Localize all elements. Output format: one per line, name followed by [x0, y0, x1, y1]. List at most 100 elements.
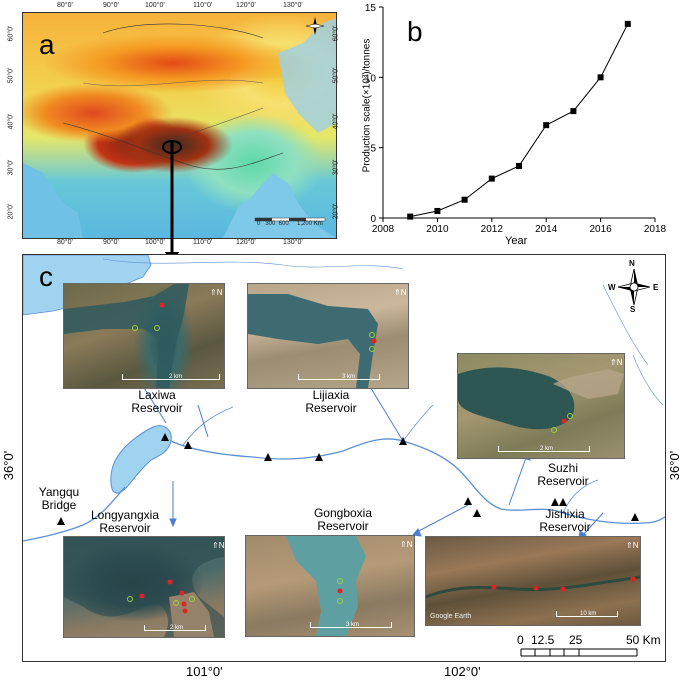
label-lijiaxia: Lijiaxia Reservoir [291, 389, 371, 415]
label-gongboxia: Gongboxia Reservoir [293, 507, 393, 533]
data-point [461, 196, 468, 203]
data-point [488, 175, 495, 182]
map-scale-tick-0: 0 [517, 633, 524, 647]
label-line: Reservoir [537, 474, 589, 488]
scale-bar-label: 2 km [170, 625, 184, 631]
bottom-tick: 100°0' [145, 239, 165, 246]
lon-label-102: 102°0' [444, 664, 481, 679]
scale-bar-label: 10 km [580, 611, 597, 617]
inset-jishixia: ⇑N 10 km Google Earth [425, 536, 641, 626]
chart-ylabel: Production scale(×10³)/tonnes [361, 38, 373, 173]
link-arrow [165, 142, 179, 266]
north-arrow-icon: ⇑N [212, 541, 225, 550]
data-point [624, 20, 631, 27]
label-suzhi: Suzhi Reservoir [523, 462, 603, 488]
label-yangqu-bridge: Yangqu Bridge [29, 486, 89, 512]
panel-b: b 2008 2010 2012 2014 2016 2018 0 5 10 15 Year Pr… [345, 0, 685, 250]
panel-a: a 0 300 600 1,200 Km 80°0' 90°0' 100°0' … [0, 0, 345, 246]
y-tick-label: 15 [365, 3, 377, 14]
label-line: Longyangxia [90, 508, 160, 522]
x-tick-label: 2012 [481, 224, 504, 235]
north-arrow-icon: ⇑N [210, 288, 223, 297]
y-tick-label: 0 [370, 214, 376, 225]
data-point [570, 108, 577, 115]
panel-a-letter: a [39, 29, 55, 60]
top-tick: 130°0' [283, 2, 303, 9]
map-scale-tick-2: 25 [569, 633, 583, 647]
lat-label-right: 36°0' [667, 450, 683, 481]
north-arrow-icon: ⇑N [400, 540, 413, 549]
data-point [597, 74, 604, 81]
scale-bar-label: 2 km [540, 446, 554, 452]
compass-w: W [608, 283, 616, 292]
label-line: Reservoir [539, 520, 591, 534]
map-scale-bar [520, 648, 638, 657]
scale-bar-label: 3 km [346, 622, 360, 628]
top-tick: 120°0' [236, 2, 256, 9]
map-scale-label: 0 300 600 1,200 Km [257, 221, 323, 227]
label-line: Yangqu [38, 485, 80, 499]
scale-bar-label: 2 km [169, 374, 183, 380]
inset-lijiaxia: ⇑N 3 km [247, 283, 409, 389]
compass-rose-icon: N S W E [608, 259, 660, 317]
right-tick: 40°0' [332, 113, 340, 130]
right-tick: 20°0' [332, 203, 340, 220]
x-tick-label: 2014 [535, 224, 558, 235]
bottom-tick: 80°0' [57, 239, 73, 246]
chart-xlabel: Year [505, 235, 528, 247]
label-line: Reservoir [305, 401, 357, 415]
x-tick-label: 2016 [589, 224, 612, 235]
data-point [434, 207, 441, 214]
right-tick: 60°0' [332, 25, 340, 42]
data-point [516, 162, 522, 169]
left-tick: 60°0' [7, 25, 15, 42]
label-jishixia: Jishixia Reservoir [525, 508, 605, 534]
label-laxiwa: Laxiwa Reservoir [117, 389, 197, 415]
right-tick: 30°0' [332, 159, 340, 176]
north-arrow-icon: ⇑N [626, 541, 639, 550]
inset-laxiwa: ⇑N 2 km [63, 283, 225, 389]
data-point [407, 213, 414, 220]
scale-bar [556, 611, 618, 617]
compass-e: E [653, 283, 659, 292]
y-tick-label: 10 [365, 73, 377, 84]
left-tick: 40°0' [7, 113, 15, 130]
panel-b-letter: b [407, 16, 423, 47]
north-arrow-icon: ⇑N [394, 288, 407, 297]
china-relief-map: a 0 300 600 1,200 Km [22, 12, 337, 239]
scale-bar [122, 374, 220, 380]
label-line: Reservoir [317, 519, 369, 533]
label-line: Reservoir [99, 521, 151, 535]
x-tick-label: 2018 [644, 224, 667, 235]
top-tick: 80°0' [57, 2, 73, 9]
panel-c: c N S W E ⇑N 2 km Laxiwa Reservoir [22, 254, 666, 662]
label-line: Suzhi [547, 461, 579, 475]
map-scale-tick-3: 50 Km [626, 633, 661, 647]
lat-label-left: 36°0' [1, 450, 17, 481]
inset-suzhi: ⇑N 2 km [457, 353, 625, 459]
bottom-tick: 130°0' [283, 239, 303, 246]
x-tick-label: 2008 [372, 224, 395, 235]
scale-bar-label: 3 km [342, 374, 356, 380]
scale-bar [144, 625, 206, 631]
production-chart: 2008 2010 2012 2014 2016 2018 0 5 10 15 [365, 3, 667, 235]
label-longyangxia: Longyangxia Reservoir [75, 509, 175, 535]
north-arrow-icon [305, 16, 325, 36]
scale-bar [310, 622, 392, 628]
compass-n: N [629, 259, 635, 268]
series-line [410, 23, 629, 218]
label-line: Lijiaxia [312, 388, 350, 402]
data-point [543, 122, 550, 129]
label-line: Gongboxia [313, 506, 373, 520]
inset-longyangxia: ⇑N 2 km [63, 536, 225, 638]
top-tick: 90°0' [103, 2, 119, 9]
panel-c-letter: c [39, 261, 53, 292]
inset-gongboxia: ⇑N 3 km [245, 535, 415, 637]
left-tick: 30°0' [7, 159, 15, 176]
x-tick-label: 2010 [426, 224, 449, 235]
label-line: Jishixia [545, 507, 585, 521]
right-tick: 50°0' [332, 67, 340, 84]
left-tick: 20°0' [7, 203, 15, 220]
label-line: Bridge [41, 498, 77, 512]
map-scale-tick-1: 12.5 [531, 633, 555, 647]
